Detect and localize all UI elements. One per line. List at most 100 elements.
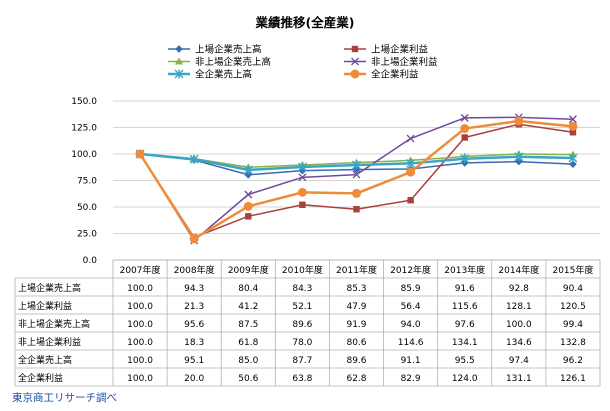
series-6 xyxy=(135,116,578,244)
table-cell: 97.6 xyxy=(455,320,475,330)
table-cell: 92.8 xyxy=(509,284,529,294)
data-point xyxy=(569,160,577,168)
data-point xyxy=(243,165,253,175)
data-point xyxy=(135,149,145,159)
table-cell: 89.6 xyxy=(346,356,366,366)
table-cell: 100.0 xyxy=(127,356,153,366)
table-cell: 100.0 xyxy=(127,320,153,330)
table-cell: 56.4 xyxy=(401,302,421,312)
table-cell: 85.0 xyxy=(238,356,258,366)
table-row-label: 全企業利益 xyxy=(18,372,63,384)
data-point xyxy=(175,57,183,65)
table-cell: 114.6 xyxy=(398,338,424,348)
legend-label: 全企業利益 xyxy=(371,69,419,81)
x-tick-label: 2010年度 xyxy=(282,264,323,276)
table-cell: 94.3 xyxy=(184,284,204,294)
x-tick-label: 2012年度 xyxy=(390,264,431,276)
legend-label: 非上場企業利益 xyxy=(371,56,438,68)
y-tick-label: 25.0 xyxy=(77,230,97,240)
data-point xyxy=(353,206,360,213)
legend-entry: 非上場企業利益 xyxy=(344,56,438,68)
data-point xyxy=(298,173,307,182)
x-tick-label: 2008年度 xyxy=(174,264,215,276)
data-point xyxy=(244,170,253,179)
table-cell: 120.5 xyxy=(560,302,586,312)
y-tick-label: 150.0 xyxy=(71,97,97,107)
data-point xyxy=(352,160,361,170)
table-cell: 91.1 xyxy=(401,356,421,366)
table-cell: 132.8 xyxy=(560,338,586,348)
data-point xyxy=(568,115,577,124)
table-cell: 82.9 xyxy=(401,374,421,384)
data-point xyxy=(174,69,184,79)
data-point xyxy=(351,45,359,53)
table-cell: 85.9 xyxy=(401,284,421,294)
data-point xyxy=(299,201,306,208)
data-point xyxy=(568,153,578,163)
series-line xyxy=(139,116,573,242)
legend-entry: 全企業売上高 xyxy=(168,69,252,81)
table-cell: 20.0 xyxy=(184,374,204,384)
legend-entry: 全企業利益 xyxy=(344,69,419,81)
table-cell: 97.4 xyxy=(509,356,529,366)
data-point xyxy=(568,121,578,131)
table-cell: 52.1 xyxy=(292,302,312,312)
table-cell: 128.1 xyxy=(506,302,532,312)
chart-title: 業績推移(全産業) xyxy=(255,15,355,30)
table-cell: 87.7 xyxy=(292,356,312,366)
y-tick-label: 125.0 xyxy=(71,124,97,134)
y-tick-label: 75.0 xyxy=(77,177,97,187)
data-point xyxy=(189,234,199,244)
data-point xyxy=(406,134,415,143)
data-point xyxy=(245,213,252,220)
table-cell: 41.2 xyxy=(238,302,258,312)
data-point xyxy=(460,113,469,122)
data-table: 2007年度 2008年度 2009年度 2010年度 2011年度 2012年度 2013… xyxy=(14,259,601,387)
table-cell: 99.4 xyxy=(563,320,583,330)
data-point xyxy=(351,57,359,66)
y-axis: 0.0 25.0 50.0 75.0 100.0 125.0 150.0 xyxy=(71,97,97,266)
legend-label: 全企業売上高 xyxy=(195,69,252,81)
legend-label: 上場企業利益 xyxy=(371,44,429,56)
table-cell: 96.2 xyxy=(563,356,583,366)
series-layer xyxy=(135,113,578,245)
table-cell: 61.8 xyxy=(238,338,258,348)
x-tick-label: 2015年度 xyxy=(552,264,593,276)
x-tick-label: 2014年度 xyxy=(498,264,539,276)
data-point xyxy=(461,134,468,141)
table-cell: 18.3 xyxy=(184,338,204,348)
legend-entry: 上場企業利益 xyxy=(344,44,429,56)
legend-entry: 上場企業売上高 xyxy=(168,44,262,56)
data-point xyxy=(406,167,416,177)
table-cell: 78.0 xyxy=(292,338,312,348)
data-point xyxy=(352,188,361,198)
series-line xyxy=(139,119,574,241)
table-cell: 95.6 xyxy=(184,320,204,330)
x-tick-label: 2007年度 xyxy=(120,264,161,276)
table-cell: 100.0 xyxy=(127,302,153,312)
data-point xyxy=(297,162,307,172)
data-point xyxy=(175,45,183,53)
legend-label: 上場企業売上高 xyxy=(195,44,262,56)
table-row-label: 上場企業売上高 xyxy=(18,282,81,294)
data-point xyxy=(244,190,253,199)
table-cell: 80.4 xyxy=(238,284,258,294)
data-point xyxy=(460,154,470,164)
data-point xyxy=(407,197,414,204)
table-row-label: 全企業売上高 xyxy=(18,354,72,366)
data-point xyxy=(515,157,523,166)
table-cell: 91.9 xyxy=(346,320,366,330)
table-cell: 100.0 xyxy=(127,338,153,348)
data-point xyxy=(352,170,361,179)
series-4 xyxy=(136,113,577,245)
table-cell: 100.0 xyxy=(506,320,532,330)
table-cell: 62.8 xyxy=(346,374,366,384)
table-cell: 21.3 xyxy=(184,302,204,312)
table-cell: 91.6 xyxy=(455,284,475,294)
table-cell: 87.5 xyxy=(238,320,258,330)
table-cell: 50.6 xyxy=(238,374,258,384)
table-row-label: 非上場企業利益 xyxy=(18,336,81,348)
table-row-label: 上場企業利益 xyxy=(18,300,72,312)
